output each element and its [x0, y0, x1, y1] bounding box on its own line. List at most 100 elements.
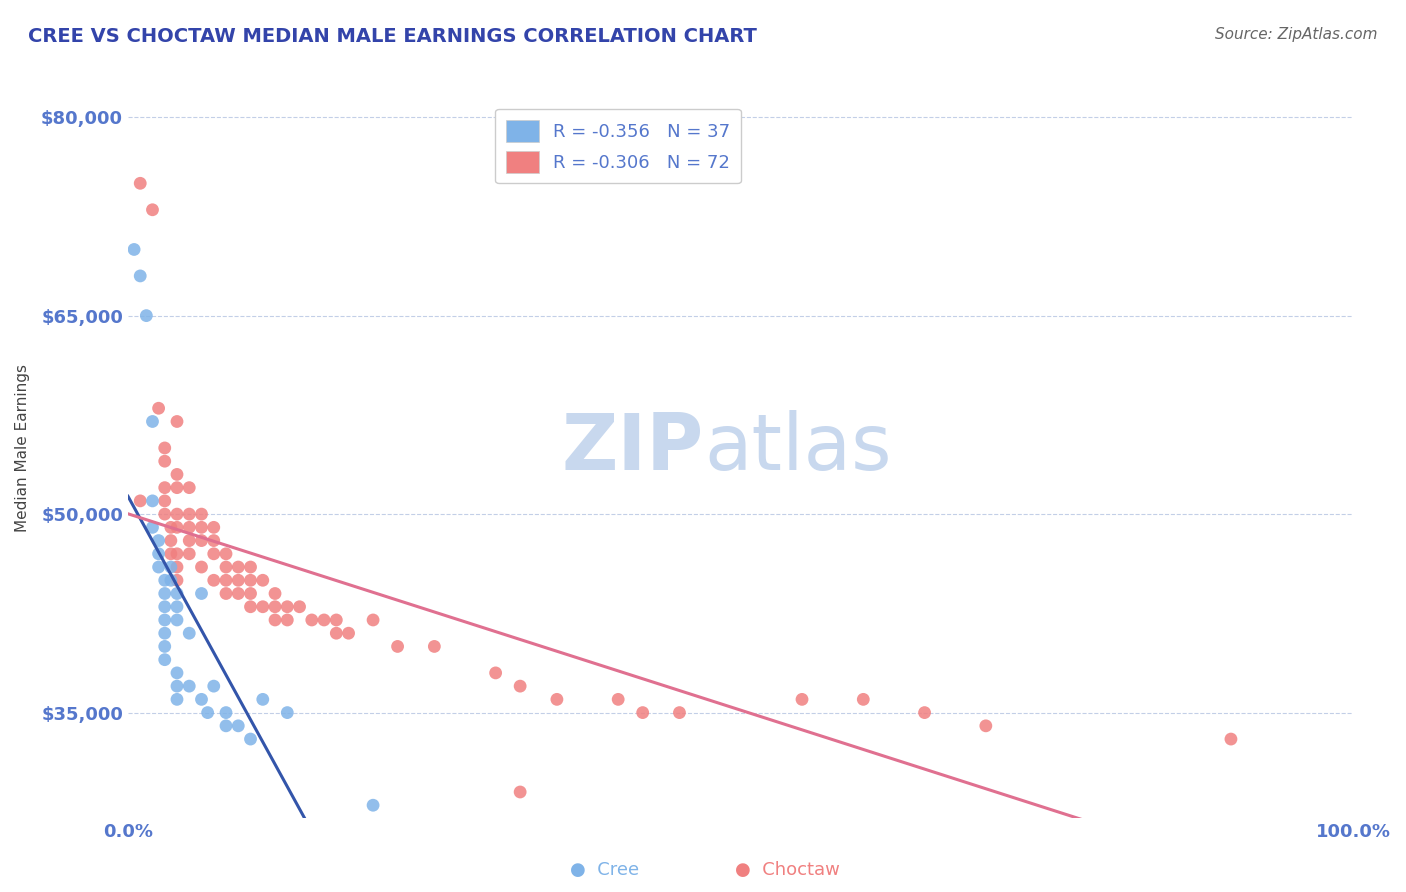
- Point: [179, 507, 201, 521]
- Point: [252, 599, 274, 614]
- Point: [485, 665, 508, 680]
- Point: [190, 586, 212, 600]
- Point: [148, 560, 170, 574]
- Point: [160, 533, 183, 548]
- Point: [166, 481, 188, 495]
- Point: [215, 560, 238, 574]
- Point: [325, 613, 347, 627]
- Point: [129, 176, 152, 190]
- Point: [226, 574, 249, 588]
- Point: [202, 520, 225, 534]
- Text: Source: ZipAtlas.com: Source: ZipAtlas.com: [1215, 27, 1378, 42]
- Point: [153, 454, 176, 468]
- Point: [179, 626, 201, 640]
- Point: [160, 520, 183, 534]
- Point: [215, 547, 238, 561]
- Point: [312, 613, 335, 627]
- Point: [252, 574, 274, 588]
- Point: [153, 653, 176, 667]
- Point: [166, 467, 188, 482]
- Text: atlas: atlas: [704, 410, 891, 486]
- Point: [276, 599, 298, 614]
- Point: [387, 640, 409, 654]
- Point: [239, 599, 262, 614]
- Point: [215, 719, 238, 733]
- Point: [153, 574, 176, 588]
- Point: [264, 586, 287, 600]
- Point: [166, 520, 188, 534]
- Point: [179, 679, 201, 693]
- Point: [301, 613, 323, 627]
- Point: [325, 626, 347, 640]
- Point: [361, 798, 384, 813]
- Point: [226, 719, 249, 733]
- Point: [160, 574, 183, 588]
- Text: ●  Choctaw: ● Choctaw: [735, 861, 839, 879]
- Point: [148, 401, 170, 416]
- Point: [148, 547, 170, 561]
- Point: [509, 785, 531, 799]
- Point: [153, 586, 176, 600]
- Point: [122, 243, 145, 257]
- Point: [190, 520, 212, 534]
- Point: [337, 626, 360, 640]
- Point: [215, 574, 238, 588]
- Point: [852, 692, 875, 706]
- Point: [153, 494, 176, 508]
- Point: [153, 626, 176, 640]
- Point: [135, 309, 157, 323]
- Point: [215, 706, 238, 720]
- Y-axis label: Median Male Earnings: Median Male Earnings: [15, 364, 30, 532]
- Point: [668, 706, 690, 720]
- Point: [179, 481, 201, 495]
- Point: [166, 599, 188, 614]
- Point: [190, 560, 212, 574]
- Point: [239, 574, 262, 588]
- Point: [166, 665, 188, 680]
- Point: [166, 613, 188, 627]
- Point: [179, 547, 201, 561]
- Point: [148, 533, 170, 548]
- Point: [264, 599, 287, 614]
- Point: [546, 692, 568, 706]
- Point: [166, 679, 188, 693]
- Point: [153, 640, 176, 654]
- Point: [166, 507, 188, 521]
- Point: [166, 415, 188, 429]
- Point: [226, 586, 249, 600]
- Point: [129, 494, 152, 508]
- Point: [974, 719, 997, 733]
- Point: [239, 560, 262, 574]
- Point: [179, 520, 201, 534]
- Point: [153, 613, 176, 627]
- Point: [264, 613, 287, 627]
- Point: [153, 441, 176, 455]
- Point: [361, 613, 384, 627]
- Point: [141, 202, 163, 217]
- Point: [914, 706, 936, 720]
- Point: [153, 599, 176, 614]
- Point: [607, 692, 630, 706]
- Point: [197, 706, 219, 720]
- Point: [153, 481, 176, 495]
- Point: [141, 415, 163, 429]
- Point: [166, 692, 188, 706]
- Point: [129, 268, 152, 283]
- Point: [631, 706, 654, 720]
- Point: [166, 574, 188, 588]
- Point: [166, 586, 188, 600]
- Point: [202, 547, 225, 561]
- Point: [160, 547, 183, 561]
- Point: [153, 507, 176, 521]
- Point: [226, 560, 249, 574]
- Point: [1219, 732, 1241, 747]
- Point: [288, 599, 311, 614]
- Point: [276, 706, 298, 720]
- Point: [202, 679, 225, 693]
- Point: [215, 586, 238, 600]
- Point: [423, 640, 446, 654]
- Text: ZIP: ZIP: [562, 410, 704, 486]
- Point: [202, 574, 225, 588]
- Point: [160, 560, 183, 574]
- Point: [252, 692, 274, 706]
